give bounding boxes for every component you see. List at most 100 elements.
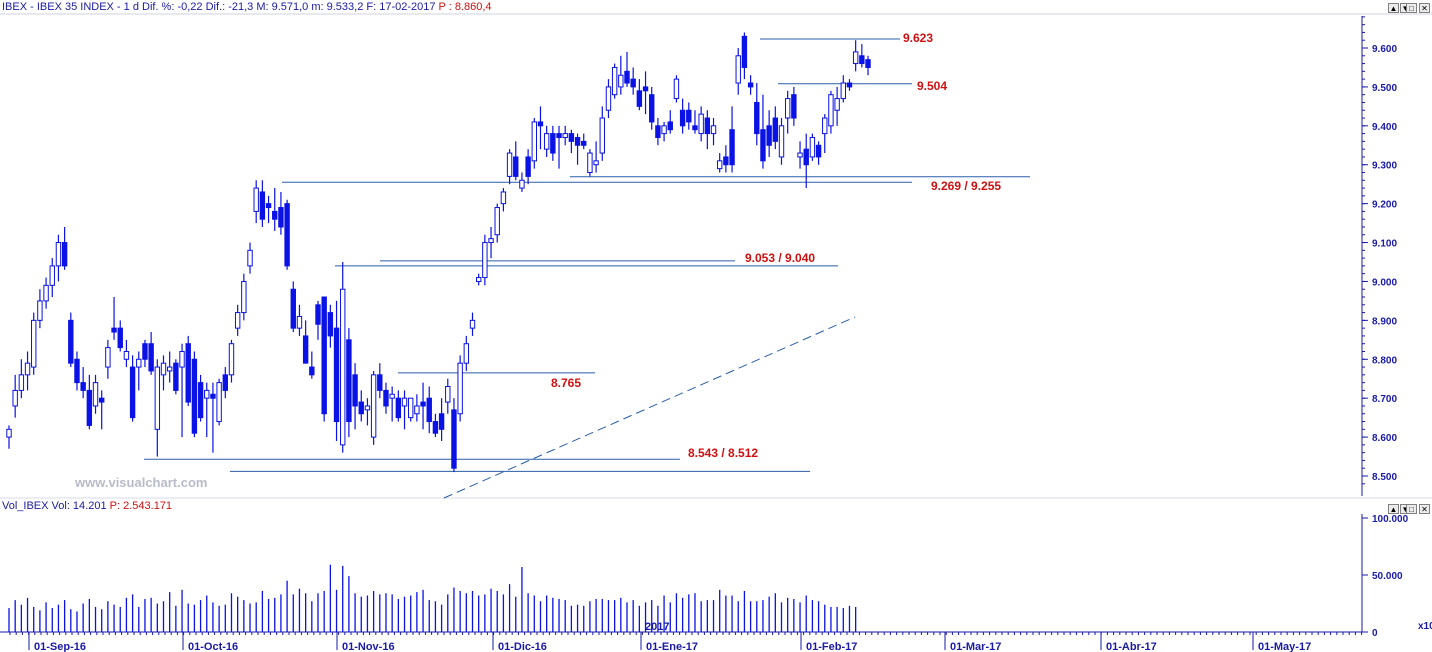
candle-bullish [784,98,791,119]
candle-bullish [488,238,494,244]
close-button[interactable]: ✕ [1419,3,1430,13]
candle-bearish [803,148,809,166]
candle-bullish [445,386,451,403]
candle-bearish [259,191,266,220]
candle-bearish [352,374,358,407]
volume-unit-marker: x10 [1418,621,1432,632]
candle-bullish [834,98,840,111]
candle-bullish [587,152,593,174]
candle-bearish [624,70,630,84]
candle-bullish [296,315,303,329]
candle-bearish [556,133,562,138]
candle-bearish [284,203,290,267]
candle-bearish [346,339,352,423]
volume-close-button[interactable]: ✕ [1419,504,1430,514]
candle-bullish [717,160,723,170]
candle-bullish [31,319,37,368]
time-axis-label: 01-Mar-17 [950,641,1001,652]
price-y-tick-label: 9.200 [1372,200,1397,211]
price-y-tick-label: 9.600 [1372,44,1397,55]
candle-bullish [519,179,525,189]
candle-bearish [636,90,643,107]
level-label: 9.269 / 9.255 [931,179,1001,193]
candle-bullish [408,397,414,419]
volume-maximize-button[interactable]: □ [1406,504,1417,514]
candle-bullish [123,350,130,360]
candle-bearish [438,413,445,430]
candle-bearish [846,82,853,88]
candle-bullish [822,117,828,135]
candle-bearish [426,397,432,423]
watermark: www.visualchart.com [74,475,207,490]
price-chart-header: IBEX - IBEX 35 INDEX - 1 d Dif. %: -0,22… [2,1,492,13]
time-axis-label: 01-May-17 [1258,641,1311,652]
candle-bearish [550,133,556,154]
candle-bearish [68,319,74,364]
candle-bullish [389,393,395,399]
candle-bearish [173,362,179,391]
price-y-tick-label: 9.000 [1372,277,1397,288]
candle-bearish [302,335,309,364]
candle-bullish [18,374,25,391]
price-y-tick-label: 9.300 [1372,161,1397,172]
candle-bullish [55,242,62,267]
candle-bearish [377,374,383,391]
candle-bullish [500,191,507,205]
candle-bullish [179,350,185,368]
candle-bearish [315,304,321,325]
candle-bearish [791,94,797,119]
candle-bearish [395,397,402,419]
scroll-up-button[interactable]: ▲ [1388,3,1399,13]
year-marker: 2017 [645,621,669,633]
candle-bearish [99,397,105,403]
candle-bullish [531,121,537,162]
candle-bearish [568,133,575,142]
candle-bearish [741,35,748,68]
price-y-tick-label: 8.900 [1372,316,1397,327]
candle-bearish [655,125,661,138]
candle-bullish [370,374,377,438]
candle-bearish [766,125,772,146]
candle-bullish [414,405,420,415]
candle-bearish [704,117,711,135]
candle-bearish [111,327,117,333]
price-y-tick-label: 8.800 [1372,355,1397,366]
trend-line [443,316,856,499]
candle-bearish [327,312,334,337]
candle-bullish [6,428,12,438]
candle-bullish [166,366,173,372]
price-y-tick-label: 8.500 [1372,472,1397,483]
candle-bearish [859,55,865,65]
volume-y-tick-label: 0 [1372,628,1378,639]
candle-bearish [772,117,779,142]
candle-bullish [160,362,167,376]
candle-bullish [840,82,846,100]
candle-bullish [599,117,605,154]
candle-bearish [865,59,871,68]
candle-bearish [729,129,735,166]
candle-bearish [185,343,191,403]
candle-bearish [760,129,766,162]
candle-bullish [463,343,470,364]
maximize-button[interactable]: □ [1406,3,1417,13]
candle-bearish [278,207,284,228]
candle-bullish [698,113,704,135]
candle-bearish [451,409,457,469]
candle-bullish [735,55,741,84]
candle-bearish [191,358,198,434]
time-axis-label: 01-Dic-16 [498,641,547,652]
candle-bearish [525,156,531,177]
candle-bullish [605,86,612,111]
candle-bearish [272,210,278,220]
level-label: 8.765 [551,376,581,390]
candle-bullish [37,300,43,321]
volume-scroll-up-button[interactable]: ▲ [1388,504,1399,514]
candle-bullish [340,288,346,446]
candle-bearish [581,140,587,146]
volume-y-tick-label: 50.000 [1372,571,1403,582]
time-axis-label: 01-Feb-17 [806,641,857,652]
candle-bullish [401,397,408,407]
candle-bullish [469,319,476,329]
level-label: 9.053 / 9.040 [745,251,815,265]
volume-y-tick-label: 100.000 [1372,514,1409,525]
